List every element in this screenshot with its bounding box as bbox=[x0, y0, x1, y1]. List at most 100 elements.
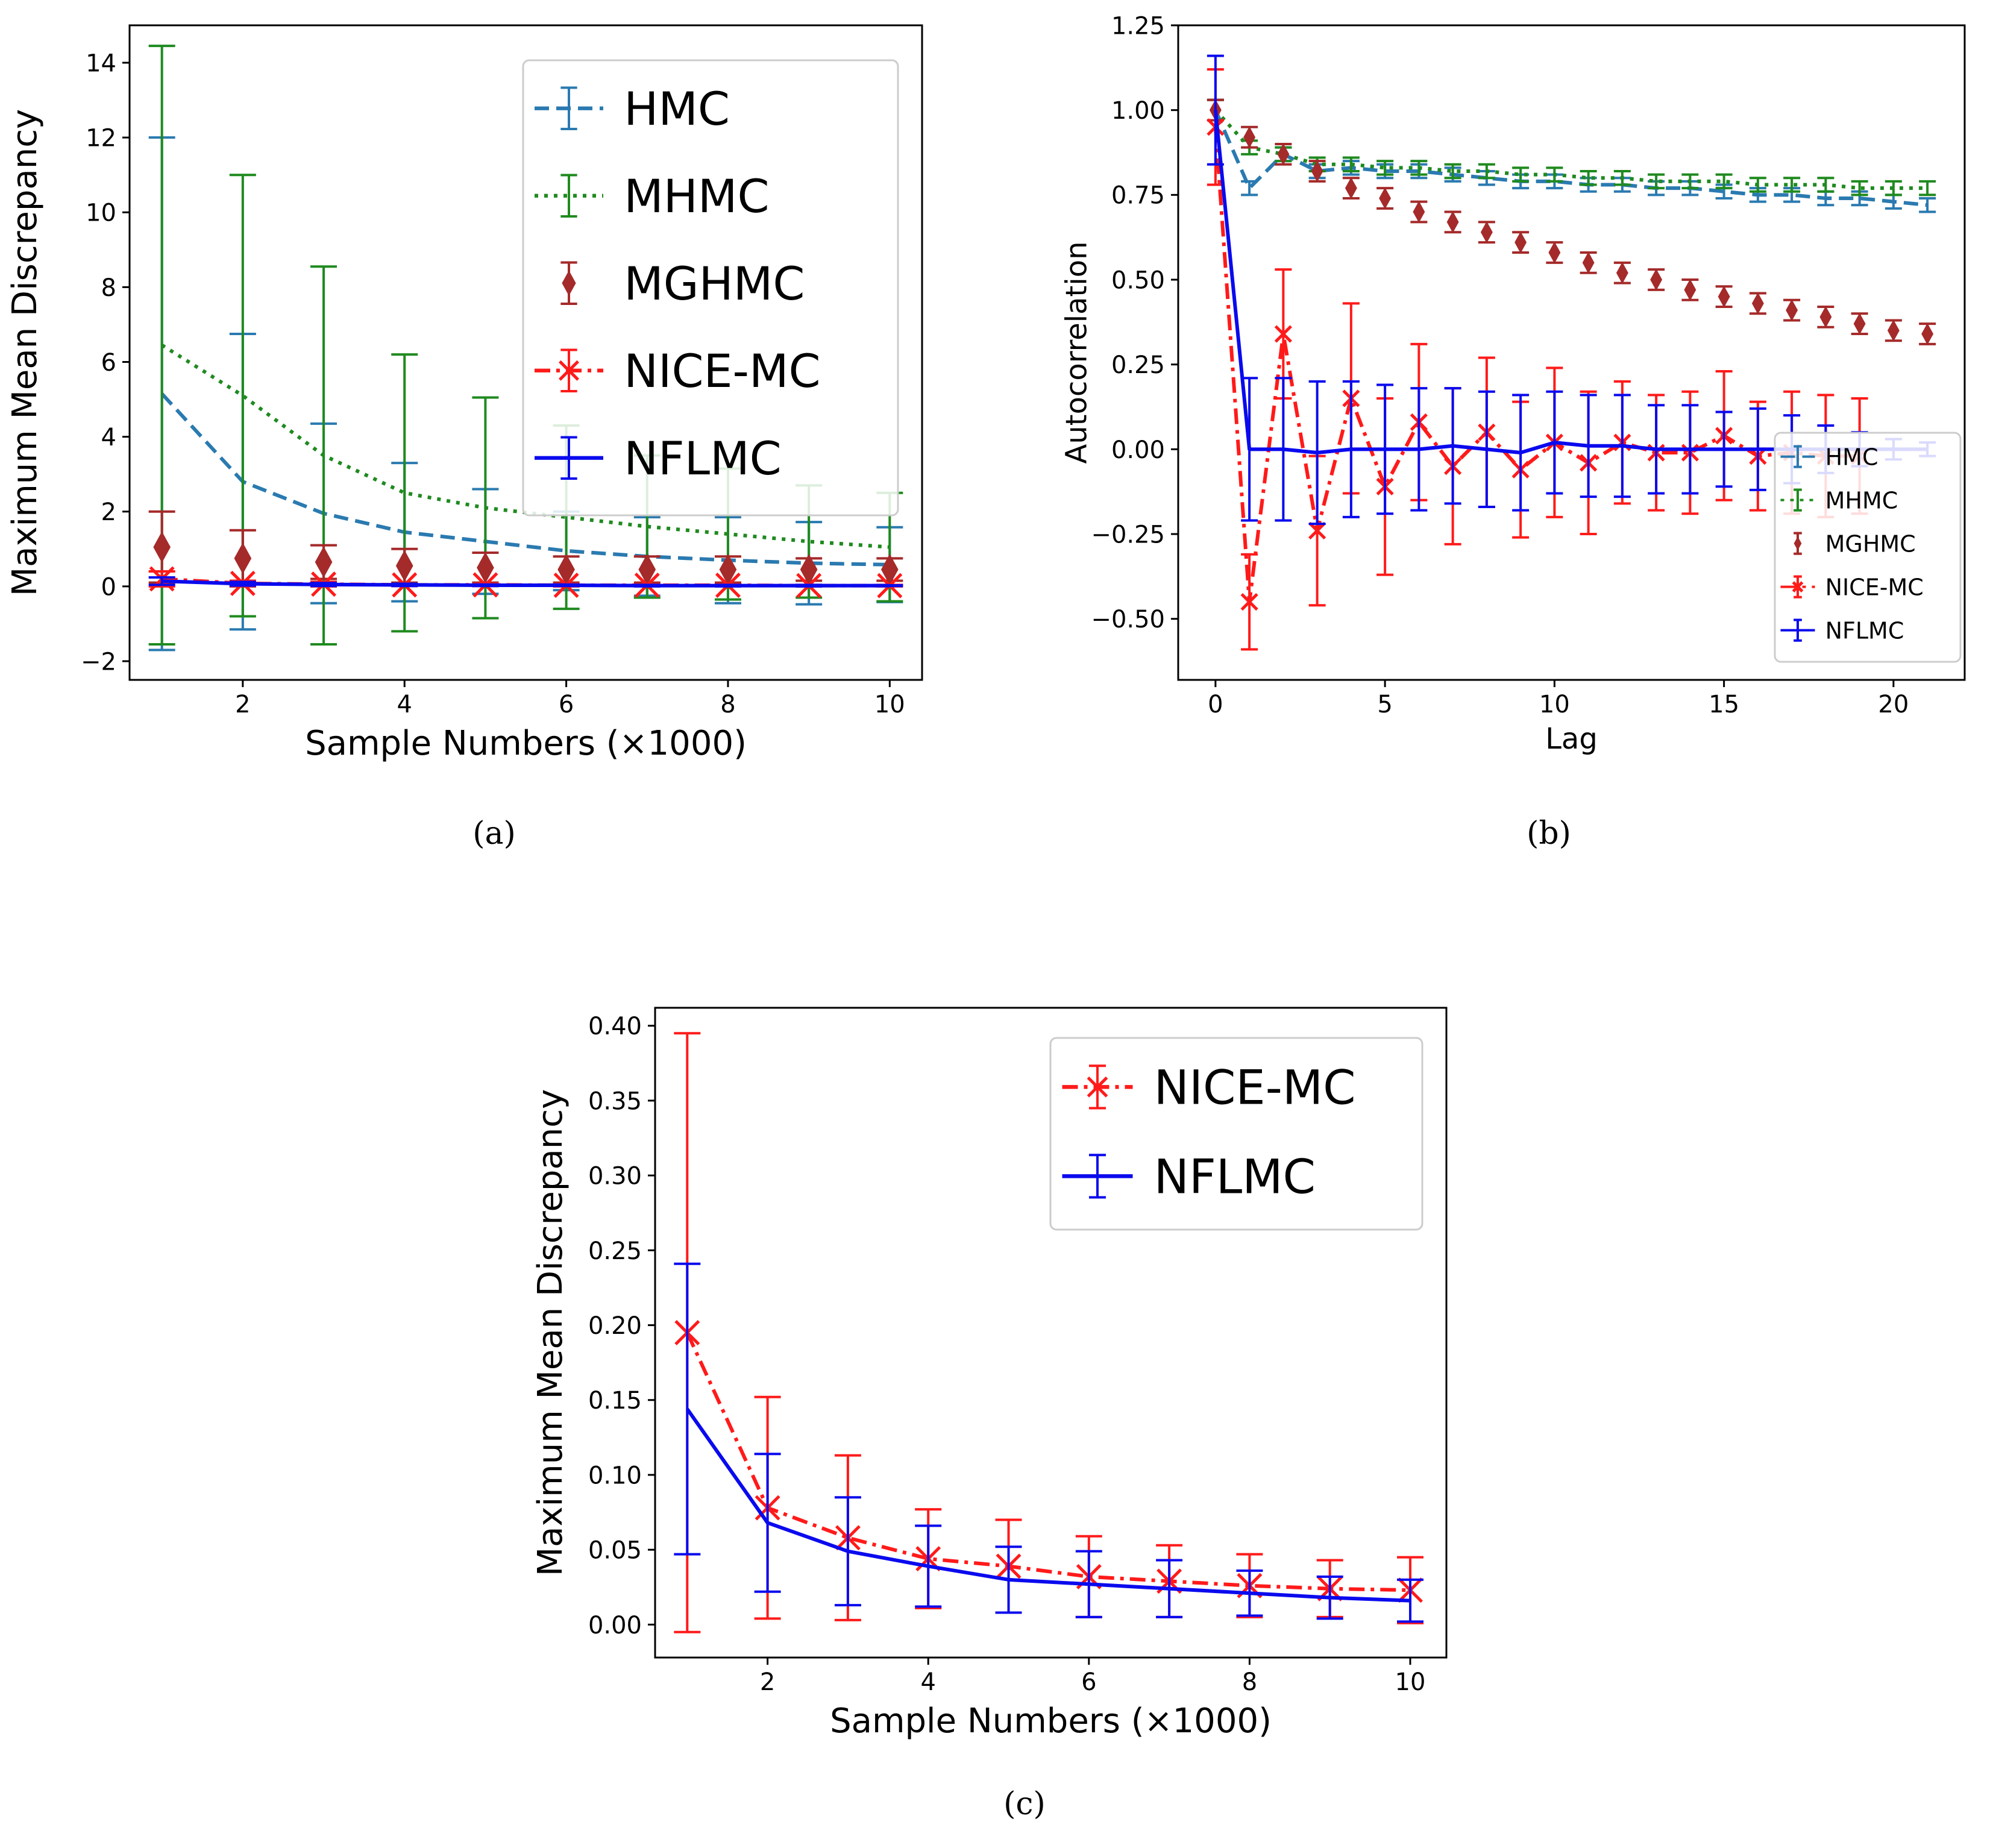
legend-label-mhmc: MHMC bbox=[1825, 487, 1898, 514]
data-point-mghmc bbox=[395, 550, 413, 582]
y-tick-label: 0.25 bbox=[588, 1237, 642, 1265]
y-tick-label: 0.75 bbox=[1111, 182, 1165, 210]
x-tick-label: 8 bbox=[720, 691, 735, 718]
series-line-nice-mc bbox=[685, 1331, 1411, 1592]
data-point-mghmc bbox=[1277, 143, 1290, 165]
y-tick-label: 14 bbox=[86, 49, 116, 77]
series-mghmc bbox=[1207, 98, 1936, 345]
chart-c: 2 4 6 8 10 0.00 0.05 0.10 0.15 0.20 0.25 0.30 0.35 0.… bbox=[531, 1007, 1448, 1741]
y-tick-label: 0.20 bbox=[588, 1312, 642, 1340]
data-point-mghmc bbox=[1413, 201, 1425, 223]
data-point-nice-mc-stroke-2 bbox=[1240, 593, 1258, 611]
chart-a-plot-area bbox=[148, 45, 903, 652]
y-tick-label: −0.50 bbox=[1091, 606, 1165, 633]
data-point-mghmc bbox=[1514, 231, 1527, 254]
x-tick-label: 20 bbox=[1878, 691, 1909, 718]
legend-entry-hmc: HMC bbox=[1780, 444, 1878, 470]
legend-entry-mhmc: MHMC bbox=[1780, 487, 1898, 514]
x-axis-label: Lag bbox=[1545, 722, 1598, 756]
y-axis-label: Autocorrelation bbox=[1060, 242, 1094, 464]
x-tick-label: 15 bbox=[1709, 691, 1739, 718]
y-tick-label: 1.25 bbox=[1111, 12, 1165, 40]
legend-label-nflmc: NFLMC bbox=[1154, 1150, 1316, 1204]
x-tick-label: 10 bbox=[874, 691, 905, 718]
x-tick-label: 10 bbox=[1539, 691, 1570, 718]
x-tick-label: 8 bbox=[1242, 1668, 1257, 1696]
chart-c-plot-area bbox=[674, 1032, 1424, 1633]
y-tick-label: 12 bbox=[86, 125, 116, 152]
caption-c: (c) bbox=[1003, 1786, 1046, 1822]
data-point-mghmc bbox=[1819, 306, 1832, 328]
data-point-mghmc bbox=[315, 546, 333, 578]
legend-marker-nice-mc bbox=[1792, 581, 1804, 592]
data-point-mghmc bbox=[234, 542, 252, 574]
legend-frame bbox=[522, 59, 899, 517]
data-point-mghmc bbox=[1446, 211, 1459, 233]
legend-entry-mghmc: MGHMC bbox=[1794, 530, 1916, 557]
data-point-mghmc bbox=[1311, 160, 1323, 183]
data-point-mghmc bbox=[1480, 221, 1493, 244]
data-point-mghmc bbox=[1786, 299, 1798, 321]
x-tick-label: 10 bbox=[1395, 1668, 1426, 1696]
x-tick-label: 6 bbox=[559, 691, 574, 718]
series-line-nflmc bbox=[162, 579, 890, 588]
y-tick-label: 8 bbox=[101, 274, 116, 302]
data-point-mghmc bbox=[1887, 319, 1900, 342]
legend-label-hmc: HMC bbox=[1825, 444, 1878, 470]
series-line-hmc bbox=[1214, 109, 1928, 207]
data-point-mghmc bbox=[1853, 313, 1866, 335]
y-tick-label: 0.05 bbox=[588, 1537, 642, 1565]
legend-label-nflmc: NFLMC bbox=[624, 432, 782, 485]
chart-a-legend: HMC MHMC MGHMC NICE-MC NFLMC bbox=[522, 59, 899, 517]
y-tick-label: 0.30 bbox=[588, 1163, 642, 1190]
series-line-mhmc bbox=[1214, 108, 1928, 190]
x-tick-label: 4 bbox=[920, 1668, 935, 1696]
data-point-mghmc bbox=[1684, 278, 1696, 301]
x-tick-label: 2 bbox=[760, 1668, 775, 1696]
y-tick-label: 2 bbox=[101, 498, 116, 526]
series-hmc bbox=[1207, 98, 1936, 213]
data-point-nice-mc-stroke-2 bbox=[1274, 325, 1292, 343]
data-point-mghmc bbox=[153, 531, 171, 563]
chart-b-legend: HMC MHMC MGHMC NICE-MC NFLMC bbox=[1774, 432, 1962, 663]
series-nflmc bbox=[674, 1262, 1424, 1623]
data-point-mghmc bbox=[1379, 187, 1392, 210]
data-point-nice-mc bbox=[1240, 593, 1258, 611]
series-line-nice-mc bbox=[1213, 127, 1860, 604]
series-line-nflmc bbox=[685, 1407, 1411, 1603]
x-tick-label: 5 bbox=[1377, 691, 1392, 718]
caption-a: (a) bbox=[472, 816, 516, 852]
legend-marker-nice-mc-stroke-2 bbox=[559, 360, 579, 381]
series-mghmc bbox=[148, 510, 903, 588]
series-nflmc bbox=[148, 576, 903, 588]
legend-frame bbox=[1774, 432, 1962, 663]
caption-b: (b) bbox=[1527, 816, 1571, 852]
y-tick-label: 6 bbox=[101, 349, 116, 377]
legend-marker-nice-mc-stroke-2 bbox=[1087, 1076, 1108, 1098]
legend-entry-mhmc: MHMC bbox=[535, 169, 770, 223]
series-line-hmc bbox=[160, 392, 890, 567]
y-tick-label: 0.50 bbox=[1111, 266, 1165, 294]
legend-marker-nice-mc bbox=[1087, 1076, 1108, 1098]
data-point-nice-mc-stroke-2 bbox=[1308, 521, 1326, 539]
data-point-mghmc bbox=[1921, 322, 1934, 345]
chart-b: 0 5 10 15 20 −0.50 −0.25 0.00 0.25 0.50 0.75 1.00 1.… bbox=[1060, 12, 1966, 756]
legend-label-nice-mc: NICE-MC bbox=[624, 344, 820, 398]
y-tick-label: 0.15 bbox=[588, 1387, 642, 1415]
legend-marker-nice-mc-stroke-2 bbox=[1792, 581, 1804, 592]
x-tick-label: 2 bbox=[235, 691, 250, 718]
y-tick-label: 0.10 bbox=[588, 1462, 642, 1489]
data-point-mghmc bbox=[477, 552, 494, 583]
data-point-mghmc bbox=[1718, 286, 1730, 308]
legend-label-nice-mc: NICE-MC bbox=[1154, 1061, 1356, 1115]
data-point-nice-mc bbox=[1274, 325, 1292, 343]
chart-b-frame bbox=[1177, 24, 1966, 681]
x-tick-label: 0 bbox=[1208, 691, 1223, 718]
legend-label-hmc: HMC bbox=[624, 82, 730, 136]
data-point-mghmc bbox=[1345, 177, 1357, 200]
data-point-mghmc bbox=[1650, 268, 1663, 291]
legend-entry-mghmc: MGHMC bbox=[560, 257, 805, 310]
y-tick-label: 0.00 bbox=[588, 1612, 642, 1639]
chart-a: 2 4 6 8 10 −2 0 2 4 6 8 10 12 14 Sample Numbers (×1000… bbox=[5, 24, 923, 763]
